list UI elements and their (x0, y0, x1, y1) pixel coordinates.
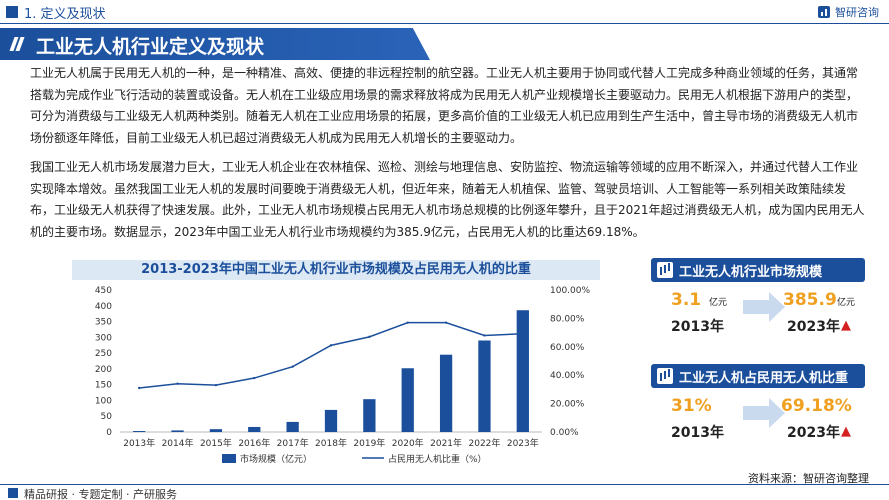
line-point (483, 334, 486, 337)
x-tick-label: 2019年 (353, 437, 385, 449)
card-share: 工业无人机占民用无人机比重 31% 2013年 69.18% 2023年 ▲ (651, 364, 865, 458)
title-deco-icon (9, 37, 26, 51)
chart-title: 2013-2023年中国工业无人机行业市场规模及占民用无人机的比重 (72, 260, 600, 280)
legend-bar-swatch (222, 454, 236, 463)
bar (209, 429, 223, 432)
y-left-tick-label: 400 (95, 302, 112, 312)
card-header: 工业无人机行业市场规模 (651, 258, 865, 282)
x-tick-label: 2021年 (430, 437, 462, 449)
y-right-tick-label: 0.00% (550, 428, 579, 438)
x-tick-label: 2018年 (315, 437, 347, 449)
line-point (214, 383, 218, 387)
line-point (137, 386, 141, 390)
y-right-tick-label: 60.00% (550, 343, 585, 353)
arrow-right-icon (743, 398, 785, 428)
section-label: 1. 定义及现状 (24, 7, 106, 22)
bar (363, 399, 376, 432)
y-left-tick-label: 50 (101, 412, 113, 422)
card-header: 工业无人机占民用无人机比重 (651, 364, 865, 388)
to-year: 2023年 (787, 319, 840, 335)
line-point (291, 365, 294, 368)
from-year: 2013年 (671, 319, 724, 335)
bar-chart-icon (657, 368, 673, 384)
line-point (329, 344, 333, 347)
y-left-tick-label: 300 (95, 333, 112, 343)
x-tick-label: 2022年 (469, 437, 501, 449)
x-tick-label: 2015年 (200, 437, 232, 449)
legend-line-label: 占民用无人机比重（%） (388, 453, 487, 465)
x-tick-label: 2014年 (162, 437, 194, 449)
y-left-tick-label: 250 (95, 349, 112, 359)
to-unit: 亿元 (837, 298, 856, 308)
footer-slogan: 精品研报 · 专题定制 · 产研服务 (24, 488, 177, 500)
x-tick-label: 2023年 (507, 437, 539, 449)
brand: 智研咨询 (817, 4, 879, 20)
chart-container: 2013-2023年中国工业无人机行业市场规模及占民用无人机的比重 0 50 100… (72, 260, 600, 468)
bar-chart-icon (657, 262, 673, 278)
y-right-tick-label: 100.00% (550, 286, 590, 296)
x-tick-label: 2020年 (392, 437, 424, 449)
arrow-right-icon (743, 292, 785, 322)
page-title: 工业无人机行业定义及现状 (36, 36, 265, 58)
x-tick-label: 2016年 (238, 437, 270, 449)
line-point (176, 382, 179, 385)
line-point (253, 376, 256, 380)
chart-svg: 0 50 100 150 200 250 300 350 400 450 0.00% 20.00% 40… (95, 286, 591, 465)
bar (248, 426, 261, 432)
y-right-tick-label: 80.00% (550, 314, 585, 324)
from-unit: 亿元 (709, 298, 728, 308)
y-left-tick-label: 200 (95, 365, 112, 375)
bottom-bar: 精品研报 · 专题定制 · 产研服务 (0, 484, 889, 500)
line-point (444, 321, 448, 324)
y-left-tick-label: 100 (95, 396, 112, 406)
line-point (406, 321, 409, 324)
card-body: 31% 2013年 69.18% 2023年 ▲ (651, 388, 865, 458)
section-marker (6, 6, 18, 18)
intro-paragraph: 工业无人机属于民用无人机的一种，是一种精准、高效、便捷的非远程控制的航空器。工业… (30, 66, 859, 145)
from-value: 3.1 (671, 290, 702, 310)
page-title-bar: 工业无人机行业定义及现状 (0, 28, 430, 60)
x-tick-label: 2013年 (123, 437, 155, 449)
brand-name: 智研咨询 (835, 6, 879, 19)
top-bar: 1. 定义及现状 智研咨询 (0, 0, 889, 24)
market-paragraph: 我国工业无人机市场发展潜力巨大，工业无人机企业在农林植保、巡检、测绘与地理信息、… (30, 160, 865, 239)
line-point (368, 335, 371, 339)
bar (516, 310, 529, 432)
card-market-size: 工业无人机行业市场规模 3.1 亿元 2013年 385.9 亿元 2023年 … (651, 258, 865, 352)
bar (133, 431, 146, 432)
from-year: 2013年 (671, 425, 724, 441)
source-note: 资料来源：智研咨询整理 (748, 472, 869, 485)
up-arrow-icon: ▲ (841, 424, 851, 439)
bar (286, 421, 299, 432)
card-title: 工业无人机行业市场规模 (679, 264, 823, 280)
up-arrow-icon: ▲ (841, 318, 851, 333)
to-year: 2023年 (787, 425, 840, 441)
y-left-tick-label: 450 (95, 286, 112, 296)
legend-bar-label: 市场规模（亿元） (240, 453, 312, 465)
y-left-tick-label: 150 (95, 381, 112, 391)
bar (171, 430, 184, 432)
y-right-tick-label: 40.00% (550, 371, 585, 381)
line-point (521, 332, 525, 335)
y-left-tick-label: 350 (95, 318, 112, 328)
y-right-tick-label: 20.00% (550, 400, 585, 410)
card-body: 3.1 亿元 2013年 385.9 亿元 2023年 ▲ (651, 282, 865, 352)
footer-marker (8, 488, 18, 498)
card-title: 工业无人机占民用无人机比重 (679, 370, 849, 386)
share-line (139, 321, 523, 389)
y-left-tick-label: 0 (106, 428, 112, 438)
bar (439, 354, 453, 432)
bar (324, 409, 338, 432)
x-tick-label: 2017年 (277, 437, 309, 449)
to-value: 385.9 (783, 290, 837, 310)
bar (401, 368, 414, 432)
top-divider (0, 23, 889, 24)
bar (478, 340, 491, 432)
brand-logo-icon (818, 6, 830, 18)
from-value: 31% (671, 396, 712, 416)
to-value: 69.18% (781, 396, 852, 416)
